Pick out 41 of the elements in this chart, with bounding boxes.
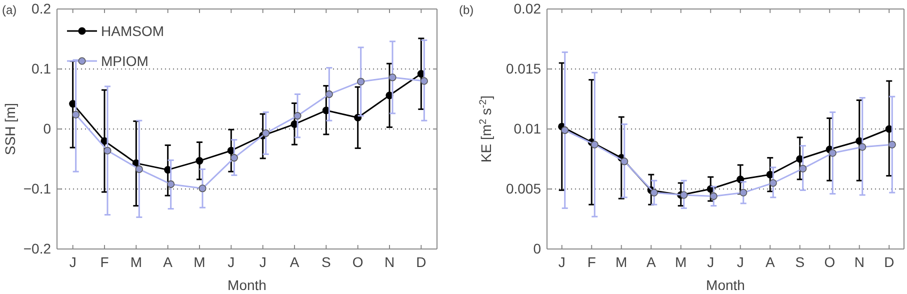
y-tick-label: 0.005 bbox=[506, 180, 542, 196]
x-tick-label: F bbox=[587, 254, 596, 270]
chart-title: (b) bbox=[459, 3, 474, 17]
y-tick-label: 0.02 bbox=[514, 0, 542, 16]
x-tick-label: O bbox=[352, 254, 364, 270]
x-tick-label: J bbox=[558, 254, 566, 270]
x-tick-label: A bbox=[163, 254, 174, 270]
y-tick-label: 0.01 bbox=[514, 120, 542, 136]
chart-title: (a) bbox=[2, 3, 17, 17]
x-tick-label: M bbox=[616, 254, 628, 270]
x-tick-label: J bbox=[259, 254, 266, 270]
x-tick-label: D bbox=[884, 254, 894, 270]
y-tick-label: −0.1 bbox=[23, 180, 52, 196]
x-tick-label: N bbox=[384, 254, 395, 270]
x-tick-label: A bbox=[646, 254, 656, 270]
y-tick-label: 0 bbox=[43, 120, 52, 136]
x-tick-label: M bbox=[130, 254, 142, 270]
x-tick-label: D bbox=[416, 254, 426, 270]
legend-label: MPIOM bbox=[101, 53, 148, 69]
x-tick-label: M bbox=[194, 254, 206, 270]
y-tick-label: 0.2 bbox=[32, 0, 52, 16]
x-tick-label: J bbox=[707, 254, 714, 270]
y-axis-title: SSH [m] bbox=[2, 102, 18, 156]
x-axis-title: Month bbox=[706, 277, 745, 293]
x-axis-title: Month bbox=[228, 277, 266, 293]
legend-label: HAMSOM bbox=[101, 23, 164, 39]
y-tick-label: 0.1 bbox=[32, 60, 52, 76]
x-tick-label: J bbox=[736, 254, 744, 270]
x-tick-label: S bbox=[321, 254, 331, 270]
y-tick-label: 0 bbox=[533, 240, 542, 256]
x-tick-label: S bbox=[795, 254, 805, 270]
x-tick-label: O bbox=[824, 254, 836, 270]
x-tick-label: J bbox=[228, 254, 235, 270]
x-tick-label: N bbox=[854, 254, 864, 270]
x-tick-label: J bbox=[69, 254, 76, 270]
y-tick-label: −0.2 bbox=[23, 240, 52, 256]
x-tick-label: A bbox=[290, 254, 300, 270]
x-tick-label: M bbox=[675, 254, 687, 270]
y-tick-label: 0.015 bbox=[506, 60, 542, 76]
x-tick-label: F bbox=[100, 254, 109, 270]
x-tick-label: A bbox=[765, 254, 776, 270]
